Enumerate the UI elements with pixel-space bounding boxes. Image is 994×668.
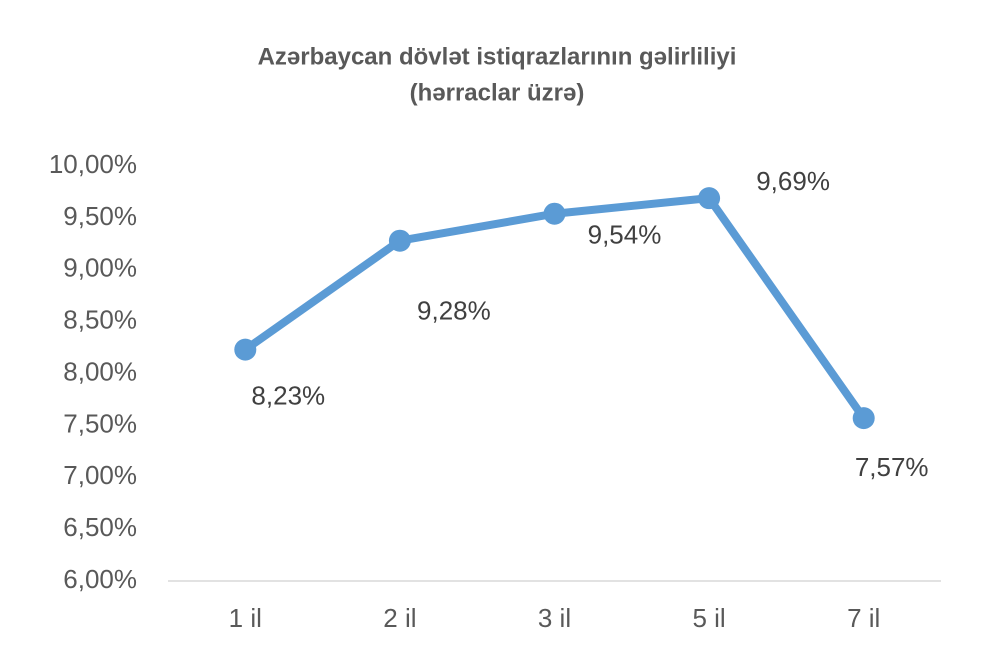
line xyxy=(242,194,867,421)
y-tick-label: 8,50% xyxy=(63,305,137,335)
x-tick-label: 1 il xyxy=(229,603,262,633)
y-tick-label: 6,50% xyxy=(63,512,137,542)
x-tick-label: 7 il xyxy=(847,603,880,633)
chart-title: Azərbaycan dövlət istiqrazlarının gəlirl… xyxy=(258,43,737,70)
chart-subtitle: (hərraclar üzrə) xyxy=(410,79,585,106)
marker xyxy=(388,229,411,252)
x-tick-label: 3 il xyxy=(538,603,571,633)
data-label: 9,69% xyxy=(756,166,830,196)
y-tick-label: 7,50% xyxy=(63,408,137,438)
data-label: 7,57% xyxy=(855,452,929,482)
y-tick-label: 6,00% xyxy=(63,564,137,594)
y-tick-label: 7,00% xyxy=(63,460,137,490)
data-label: 8,23% xyxy=(251,381,325,411)
data-label: 9,54% xyxy=(588,220,662,250)
x-tick-label: 2 il xyxy=(383,603,416,633)
marker xyxy=(234,338,257,361)
marker xyxy=(543,202,566,225)
data-label: 9,28% xyxy=(417,296,491,326)
x-tick-label: 5 il xyxy=(692,603,725,633)
y-tick-label: 10,00% xyxy=(49,149,137,179)
y-tick-label: 8,00% xyxy=(63,356,137,386)
marker xyxy=(852,407,875,430)
y-tick-label: 9,50% xyxy=(63,201,137,231)
y-tick-label: 9,00% xyxy=(63,253,137,283)
marker xyxy=(698,187,721,210)
